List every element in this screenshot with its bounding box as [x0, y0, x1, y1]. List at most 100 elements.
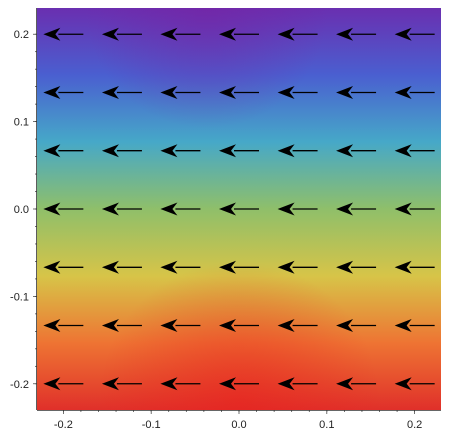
y-tick-label: 0.2 [14, 29, 29, 41]
vector-arrow [277, 144, 318, 158]
arrow-head [336, 260, 354, 274]
arrow-head [277, 377, 295, 391]
vector-arrow [336, 86, 377, 100]
arrow-head [394, 27, 412, 41]
arrow-head [394, 86, 412, 100]
arrow-head [43, 202, 61, 216]
x-tick-label: -0.1 [142, 419, 161, 431]
y-tick-label: 0.1 [14, 117, 29, 129]
vector-arrow [101, 377, 142, 391]
vector-arrow [336, 144, 377, 158]
vector-arrow [160, 144, 201, 158]
x-tick-label: 0.1 [319, 419, 334, 431]
vector-arrow [160, 27, 201, 41]
arrow-head [160, 144, 178, 158]
vector-arrow [394, 202, 435, 216]
arrow-head [336, 377, 354, 391]
arrow-head [101, 202, 119, 216]
vector-arrow [43, 260, 84, 274]
arrow-head [394, 202, 412, 216]
arrow-head [394, 144, 412, 158]
vector-arrow [394, 260, 435, 274]
arrow-head [219, 260, 236, 274]
vector-arrow [336, 27, 377, 41]
arrow-head [219, 318, 236, 332]
vector-arrow [219, 318, 259, 332]
vector-arrow [219, 86, 259, 100]
arrow-head [277, 202, 295, 216]
arrow-head [219, 86, 236, 100]
arrow-head [101, 86, 119, 100]
arrow-head [101, 377, 119, 391]
arrow-head [394, 377, 412, 391]
arrow-head [101, 318, 119, 332]
vector-arrow [277, 260, 318, 274]
arrow-head [101, 27, 119, 41]
vector-arrow [336, 202, 377, 216]
y-tick-label: -0.2 [10, 379, 29, 391]
arrow-head [43, 318, 61, 332]
vector-arrow [219, 377, 259, 391]
vector-arrow [160, 318, 201, 332]
vector-arrow [101, 260, 142, 274]
arrow-head [219, 144, 236, 158]
arrow-head [43, 27, 61, 41]
arrow-head [394, 260, 412, 274]
vector-arrow [43, 27, 84, 41]
vector-arrow [277, 27, 318, 41]
arrow-head [101, 144, 119, 158]
vector-arrow [160, 377, 201, 391]
vector-arrow [277, 202, 318, 216]
vector-arrow [160, 86, 201, 100]
arrow-head [277, 144, 295, 158]
arrow-head [160, 202, 178, 216]
vector-arrow [394, 144, 435, 158]
arrow-head [336, 144, 354, 158]
arrow-head [101, 260, 119, 274]
vector-arrow [43, 377, 84, 391]
y-tick-label: 0.0 [14, 204, 29, 216]
arrow-head [336, 27, 354, 41]
arrow-head [336, 202, 354, 216]
vector-arrow [277, 318, 318, 332]
arrow-head [160, 86, 178, 100]
arrow-head [160, 260, 178, 274]
arrow-head [277, 260, 295, 274]
arrow-head [43, 86, 61, 100]
vector-arrow [336, 260, 377, 274]
y-tick-label: -0.1 [10, 291, 29, 303]
vector-arrow [219, 202, 259, 216]
vector-arrow [160, 202, 201, 216]
arrow-head [160, 27, 178, 41]
vector-arrow [219, 144, 259, 158]
vector-arrow [394, 86, 435, 100]
arrow-head [43, 377, 61, 391]
vector-arrow [43, 144, 84, 158]
vector-arrow [394, 27, 435, 41]
arrow-head [277, 86, 295, 100]
arrow-head [277, 318, 295, 332]
vector-arrow [101, 144, 142, 158]
arrow-head [336, 318, 354, 332]
arrow-head [219, 202, 236, 216]
x-tick-label: 0.0 [231, 419, 246, 431]
vector-arrow [101, 27, 142, 41]
vector-arrow [336, 377, 377, 391]
vector-arrow [219, 260, 259, 274]
arrow-field [43, 27, 435, 391]
vector-arrow [219, 27, 259, 41]
vector-arrow [277, 377, 318, 391]
vector-arrow [43, 86, 84, 100]
vector-arrow [43, 202, 84, 216]
vector-arrow [101, 318, 142, 332]
arrow-head [277, 27, 295, 41]
x-tick-label: -0.2 [54, 419, 73, 431]
vector-arrow [336, 318, 377, 332]
vector-arrow [101, 202, 142, 216]
vector-arrow [277, 86, 318, 100]
arrow-head [160, 318, 178, 332]
arrow-head [43, 260, 61, 274]
x-tick-label: 0.2 [407, 419, 422, 431]
arrow-head [160, 377, 178, 391]
